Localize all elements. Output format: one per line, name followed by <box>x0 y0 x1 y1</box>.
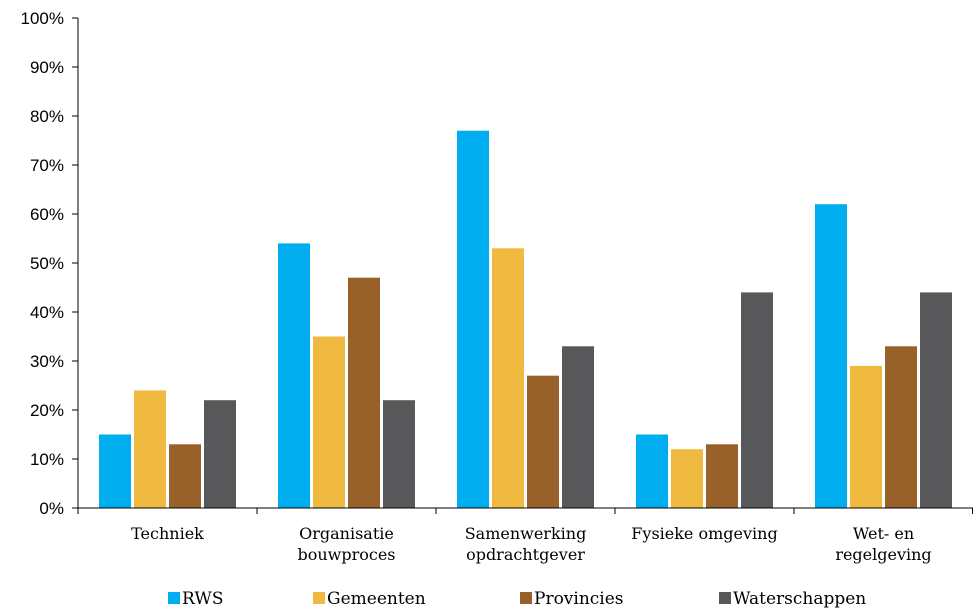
legend-item-waterschappen: Waterschappen <box>719 589 866 609</box>
y-tick-label: 80% <box>30 107 64 126</box>
y-tick-label: 60% <box>30 205 64 224</box>
legend-label: RWS <box>182 589 224 609</box>
y-tick-label: 40% <box>30 303 64 322</box>
bar-provincies-3 <box>706 444 738 508</box>
bar-provincies-0 <box>169 444 201 508</box>
x-tick-label: Fysieke omgeving <box>631 524 777 543</box>
x-axis-labels: Techniek Organisatie bouwproces Samenwerkin… <box>131 524 932 564</box>
legend-label: Waterschappen <box>733 589 866 609</box>
y-tick-label: 20% <box>30 401 64 420</box>
x-tick-label: Techniek <box>131 524 204 543</box>
bar-waterschappen-1 <box>383 400 415 508</box>
x-tick-label: Organisatie bouwproces <box>297 524 395 564</box>
bar-waterschappen-4 <box>920 292 952 508</box>
bars <box>99 130 952 509</box>
y-tick-label: 0% <box>39 499 64 518</box>
y-tick-label: 50% <box>30 254 64 273</box>
legend-label: Gemeenten <box>327 589 426 609</box>
bar-gemeenten-0 <box>134 390 166 508</box>
legend-swatch <box>719 592 731 604</box>
bar-provincies-1 <box>348 277 380 508</box>
bar-waterschappen-3 <box>741 292 773 508</box>
legend-item-provincies: Provincies <box>520 589 624 609</box>
legend-label: Provincies <box>534 589 624 609</box>
bar-provincies-2 <box>527 375 559 508</box>
bar-gemeenten-3 <box>671 449 703 508</box>
legend-item-rws: RWS <box>168 589 224 609</box>
bar-provincies-4 <box>885 346 917 508</box>
bar-waterschappen-0 <box>204 400 236 508</box>
bar-rws-4 <box>815 204 847 508</box>
y-tick-label: 90% <box>30 58 64 77</box>
legend-swatch <box>520 592 532 604</box>
bar-rws-3 <box>636 434 668 508</box>
bar-rws-0 <box>99 434 131 508</box>
y-tick-label: 70% <box>30 156 64 175</box>
bar-rws-1 <box>278 243 310 508</box>
legend-swatch <box>168 592 180 604</box>
legend-item-gemeenten: Gemeenten <box>313 589 426 609</box>
bar-rws-2 <box>457 130 489 508</box>
legend: RWS Gemeenten Provincies Waterschappen <box>168 589 866 609</box>
y-axis-ticks: 0% 10% 20% 30% 40% 50% 60% 70% 80% 90% 100% <box>21 9 78 518</box>
y-tick-label: 100% <box>21 9 64 28</box>
x-tick-label: Wet- en regelgeving <box>835 524 931 564</box>
axes <box>77 18 973 514</box>
bar-gemeenten-1 <box>313 336 345 508</box>
y-tick-label: 30% <box>30 352 64 371</box>
x-tick-label: Samenwerking opdrachtgever <box>465 524 587 564</box>
bar-gemeenten-4 <box>850 365 882 508</box>
bar-waterschappen-2 <box>562 346 594 508</box>
legend-swatch <box>313 592 325 604</box>
bar-gemeenten-2 <box>492 248 524 509</box>
y-tick-label: 10% <box>30 450 64 469</box>
